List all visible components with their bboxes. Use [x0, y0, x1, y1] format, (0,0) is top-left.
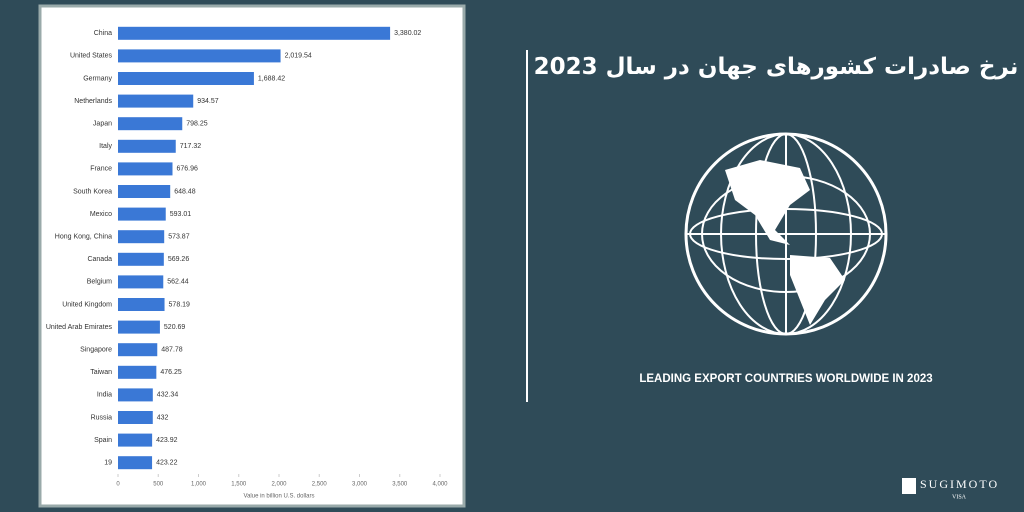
- x-tick-label: 1,000: [191, 482, 207, 488]
- chart: Value in billion U.S. dollars 0 500 1,000 1…: [46, 26, 448, 500]
- y-tick-label: Spain: [94, 437, 112, 444]
- value-label: 798.25: [186, 121, 208, 128]
- y-tick-label: Japan: [93, 121, 112, 128]
- bar: [118, 456, 153, 470]
- y-tick-label: Taiwan: [90, 369, 112, 376]
- y-tick-label: Singapore: [80, 347, 112, 354]
- bar: [118, 411, 153, 424]
- value-label: 562.44: [167, 279, 189, 286]
- value-label: 432: [157, 414, 169, 421]
- bar: [118, 139, 176, 153]
- bar: [118, 298, 165, 311]
- value-label: 648.48: [174, 188, 196, 195]
- value-label: 432.34: [157, 392, 179, 399]
- y-tick-label: United Arab Emirates: [46, 324, 113, 331]
- y-tick-label: Russia: [91, 414, 113, 421]
- y-tick-label: United States: [70, 53, 113, 60]
- bar: [118, 320, 160, 334]
- value-label: 593.01: [170, 211, 192, 218]
- x-tick-label: 500: [153, 482, 164, 488]
- x-tick-label: 1,500: [231, 482, 247, 488]
- bar: [118, 185, 171, 198]
- logo-tagline: VISA: [952, 494, 967, 500]
- x-tick-label: 3,000: [352, 482, 368, 488]
- value-label: 717.32: [180, 143, 202, 150]
- x-tick-label: 4,000: [432, 482, 448, 488]
- value-label: 569.26: [168, 256, 190, 263]
- y-tick-label: Netherlands: [74, 98, 112, 105]
- bar: [118, 117, 183, 131]
- value-label: 573.87: [168, 234, 190, 241]
- x-tick-label: 2,500: [312, 482, 328, 488]
- y-tick-label: Germany: [83, 75, 112, 82]
- y-tick-label: 19: [104, 460, 112, 467]
- bar: [118, 72, 254, 85]
- y-tick-label: Belgium: [87, 279, 112, 286]
- banner-subtitle: LEADING EXPORT COUNTRIES WORLDWIDE IN 20…: [639, 373, 932, 385]
- bar: [118, 162, 173, 176]
- value-label: 2,019.54: [285, 53, 312, 60]
- chart-panel: [38, 4, 466, 508]
- value-label: 3,380.02: [394, 30, 421, 37]
- x-tick-label: 0: [116, 482, 120, 488]
- value-label: 423.92: [156, 437, 178, 444]
- logo-mark: [902, 478, 916, 494]
- value-label: 476.25: [160, 369, 182, 376]
- y-tick-label: Hong Kong, China: [55, 234, 112, 241]
- x-tick-label: 3,500: [392, 482, 408, 488]
- y-tick-label: Mexico: [90, 211, 112, 218]
- value-label: 578.19: [169, 301, 191, 308]
- globe: [684, 132, 888, 336]
- bar: [118, 275, 164, 289]
- value-label: 423.22: [156, 460, 178, 467]
- y-tick-label: South Korea: [73, 188, 112, 195]
- y-tick-label: France: [90, 166, 112, 173]
- bar: [118, 49, 281, 63]
- value-label: 520.69: [164, 324, 186, 331]
- y-tick-label: China: [94, 30, 112, 37]
- y-tick-label: Italy: [99, 143, 112, 150]
- value-label: 487.78: [161, 347, 183, 354]
- logo-name: SUGIMOTO: [920, 477, 999, 491]
- value-label: 934.57: [197, 98, 219, 105]
- x-axis-label: Value in billion U.S. dollars: [244, 494, 315, 500]
- y-tick-label: United Kingdom: [62, 301, 112, 308]
- value-label: 1,688.42: [258, 75, 285, 82]
- y-tick-label: Canada: [87, 256, 112, 263]
- value-label: 676.96: [176, 166, 198, 173]
- x-tick-label: 2,000: [271, 482, 287, 488]
- bar: [118, 365, 157, 379]
- bar: [118, 252, 164, 266]
- bar: [118, 26, 391, 40]
- bar: [118, 94, 194, 108]
- bar: [118, 433, 153, 447]
- bar: [118, 230, 165, 244]
- bar: [118, 388, 153, 402]
- bar: [118, 343, 158, 357]
- banner-title: نرخ صادرات کشورهای جهان در سال 2023: [534, 54, 1019, 80]
- bar: [118, 207, 166, 221]
- y-tick-label: India: [97, 392, 112, 399]
